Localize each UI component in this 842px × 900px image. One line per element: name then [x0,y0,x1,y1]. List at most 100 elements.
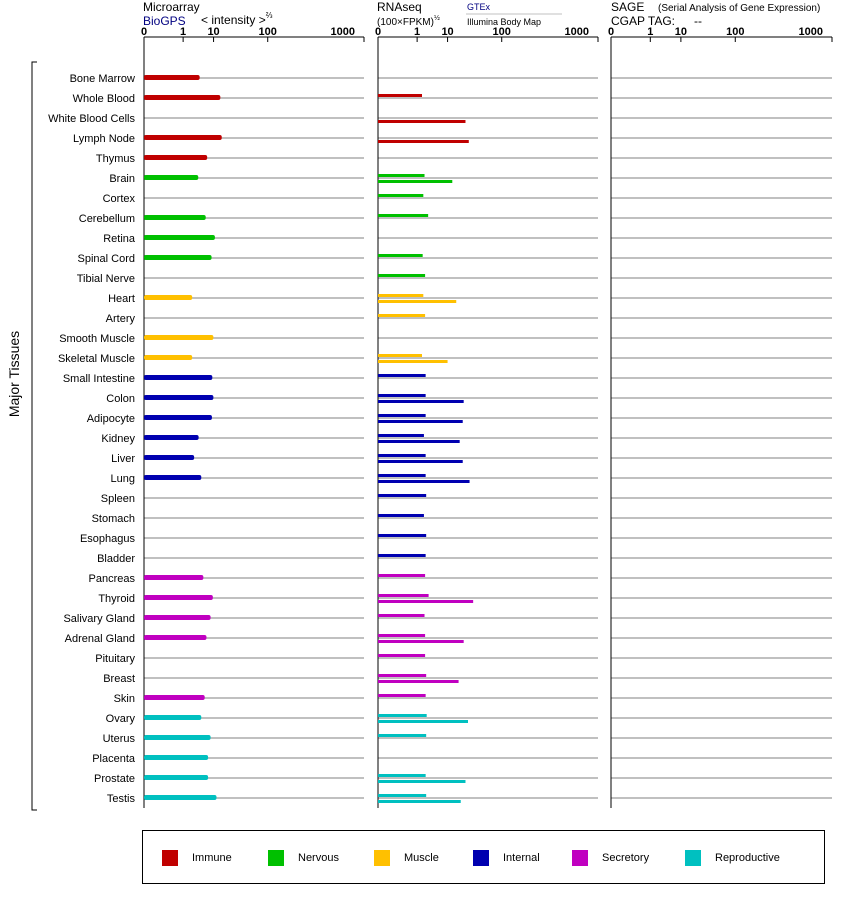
category-label: Artery [106,313,136,325]
illumina-bar [378,140,469,143]
microarray-bar [144,775,209,780]
gtex-bar [378,314,426,317]
category-label: Stomach [92,513,135,525]
microarray-bar [144,395,214,400]
category-label: Esophagus [80,533,136,545]
gtex-bar [378,474,426,477]
gtex-bar [378,174,425,177]
category-label: Whole Blood [73,93,135,105]
category-label: Salivary Gland [63,613,135,625]
gtex-bar [378,394,426,397]
rnaseq-tick-label: 0 [375,26,381,38]
category-label: Kidney [101,433,135,445]
illumina-bar [378,720,468,723]
microarray-bar [144,715,202,720]
gtex-bar [378,94,422,97]
category-label: Ovary [106,713,136,725]
axes: 0 1 10 100 1000 0 1 10 100 1000 0 1 10 100 1000 [141,26,833,808]
microarray-bar [144,175,199,180]
legend: Immune Nervous Muscle Internal Secretory… [142,830,825,884]
category-label: Lymph Node [73,133,135,145]
group-label: Major Tissues [6,331,22,417]
legend-swatch [268,850,284,866]
microarray-source-link[interactable]: BioGPS [143,14,186,28]
microarray-bar [144,475,202,480]
gtex-bar [378,774,426,777]
sage-subtitle: (Serial Analysis of Gene Expression) [658,3,820,14]
gtex-link[interactable]: GTEx [467,2,491,12]
category-label: White Blood Cells [48,113,135,125]
category-label: Breast [103,673,135,685]
legend-swatch [473,850,489,866]
category-label: Cerebellum [79,213,135,225]
illumina-bar [378,400,464,403]
category-label: Heart [108,293,135,305]
category-label: Cortex [103,193,136,205]
category-label: Retina [103,233,136,245]
illumina-bar [378,300,457,303]
gtex-bar [378,494,427,497]
sage-tick-label: 100 [726,26,744,38]
microarray-bar [144,795,217,800]
microarray-bar [144,255,212,260]
bars [144,75,474,803]
microarray-bar [144,695,205,700]
microarray-tick-label: 0 [141,26,147,38]
illumina-bar [378,480,470,483]
gtex-bar [378,594,429,597]
illumina-bar [378,180,453,183]
legend-item-immune: Immune [162,850,232,866]
gtex-bar [378,734,427,737]
rnaseq-title: RNAseq [377,0,422,14]
category-label: Thymus [96,153,136,165]
category-label: Testis [107,793,136,805]
microarray-bar [144,735,211,740]
rnaseq-tick-label: 1 [414,26,420,38]
category-label: Smooth Muscle [59,333,135,345]
legend-item-internal: Internal [473,850,540,866]
category-label: Skeletal Muscle [58,353,135,365]
category-label: Placenta [92,753,136,765]
category-label: Colon [106,393,135,405]
microarray-bar [144,235,215,240]
illumina-bar [378,420,463,423]
microarray-title: Microarray [143,0,200,14]
illumina-bar [378,600,474,603]
sage-tick-label: 1000 [799,26,823,38]
illumina-bar [378,800,461,803]
microarray-bar [144,155,208,160]
illumina-bar [378,780,466,783]
microarray-tick-label: 100 [259,26,277,38]
gtex-bar [378,694,426,697]
microarray-bar [144,635,207,640]
legend-swatch [162,850,178,866]
cgap-tag-value: -- [694,14,702,28]
microarray-bar [144,335,214,340]
gtex-bar [378,414,426,417]
category-label: Adipocyte [87,413,135,425]
sage-tick-label: 0 [608,26,614,38]
category-label: Spleen [101,493,135,505]
microarray-bar [144,575,204,580]
rnaseq-tick-label: 100 [493,26,511,38]
microarray-bar [144,295,193,300]
gtex-bar [378,374,426,377]
gtex-bar [378,654,426,657]
category-label: Brain [109,173,135,185]
legend-item-secretory: Secretory [572,850,649,866]
legend-swatch [572,850,588,866]
microarray-bar [144,595,213,600]
gtex-bar [378,674,427,677]
category-label: Prostate [94,773,135,785]
gtex-bar [378,514,424,517]
category-label: Thyroid [98,593,135,605]
row-lines [144,77,832,799]
microarray-tick-label: 1000 [331,26,355,38]
rnaseq-tick-label: 1000 [565,26,589,38]
gtex-bar [378,294,424,297]
gtex-bar [378,354,422,357]
legend-swatch [685,850,701,866]
legend-swatch [374,850,390,866]
microarray-bar [144,755,209,760]
category-label: Lung [111,473,135,485]
